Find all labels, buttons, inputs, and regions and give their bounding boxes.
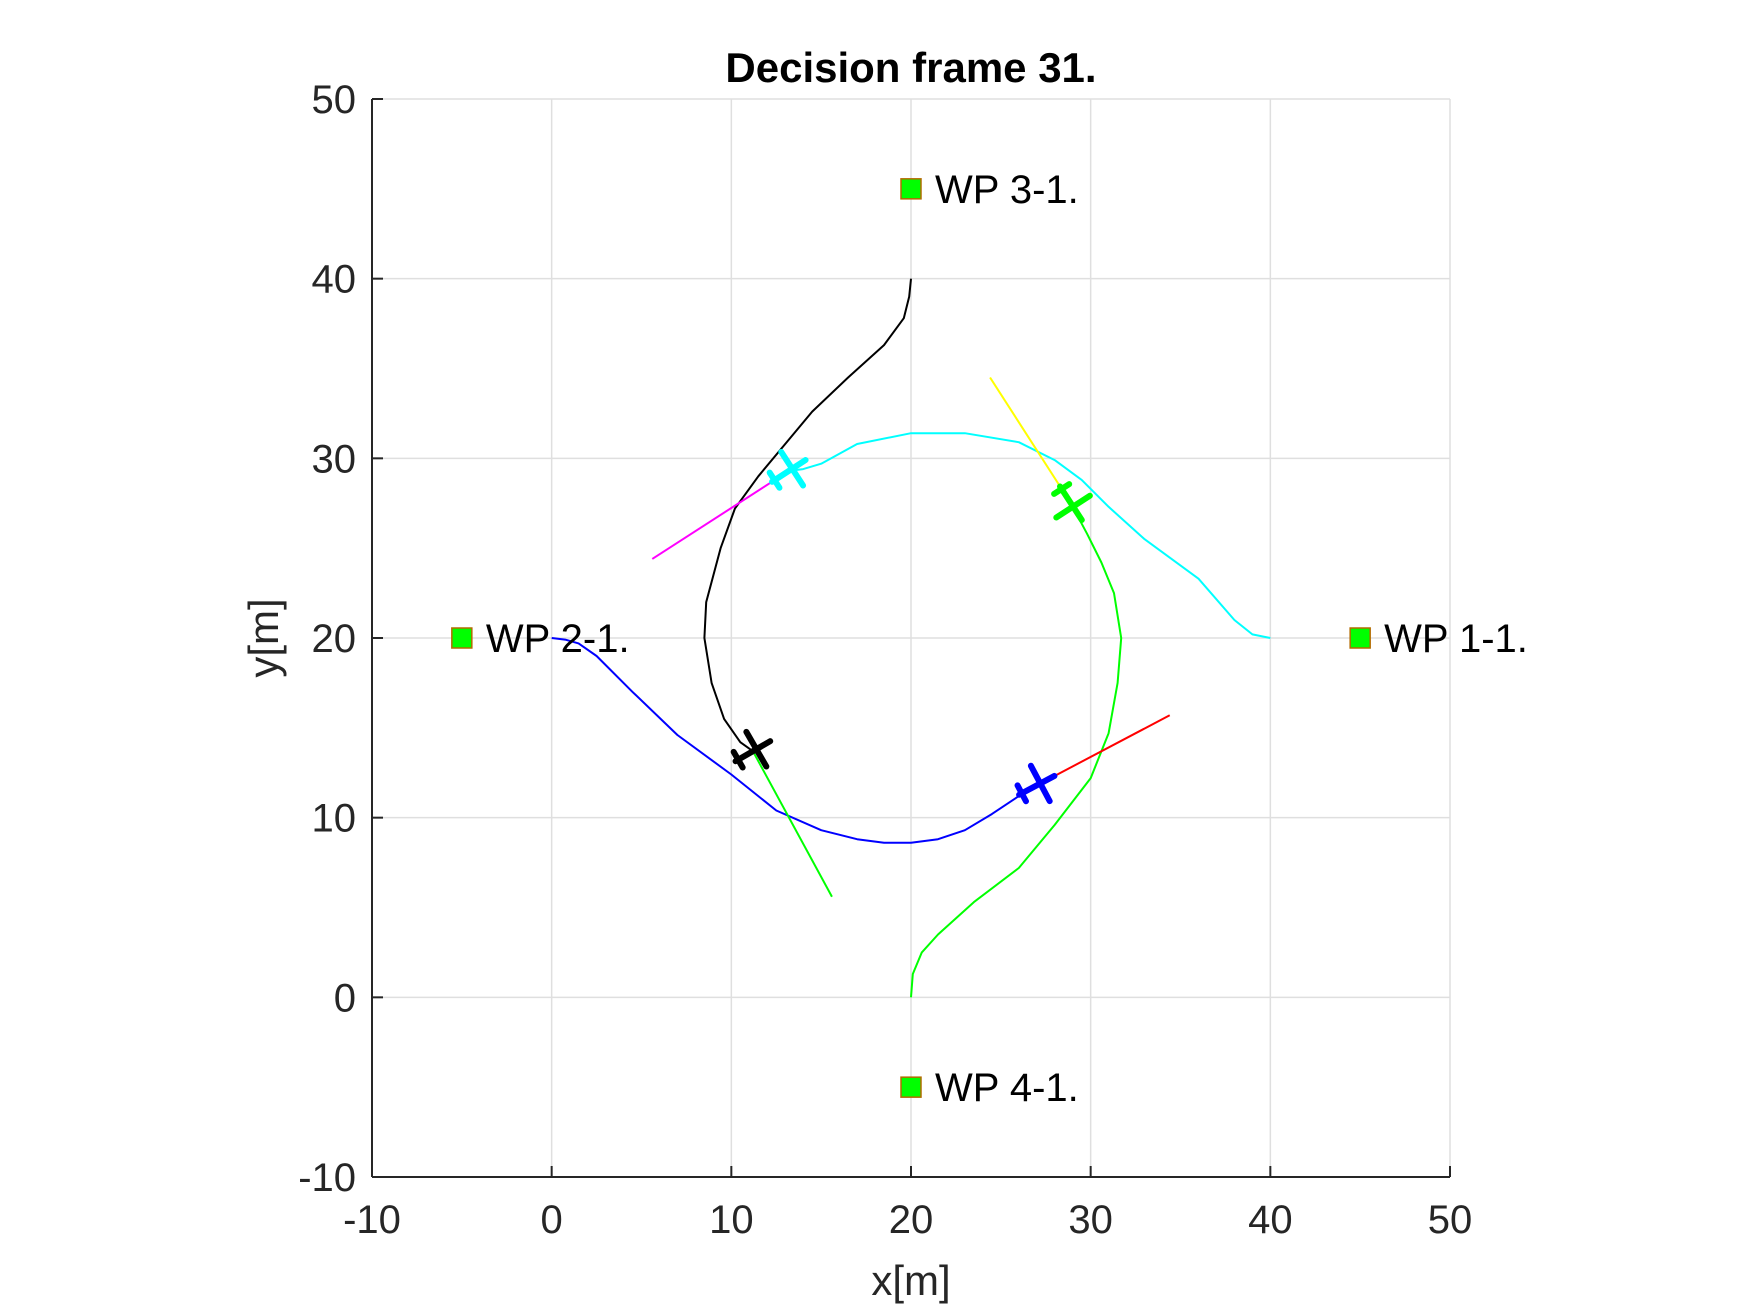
heading-line [752, 750, 833, 898]
waypoint-marker [900, 178, 922, 200]
axes [371, 98, 1451, 1178]
y-tick-label: -10 [298, 1156, 356, 1200]
x-tick-label: 20 [889, 1198, 934, 1242]
aircraft-markers [730, 448, 1093, 805]
x-axis-label: x[m] [871, 1257, 950, 1304]
heading-line [989, 376, 1072, 504]
y-tick-label: 40 [312, 258, 357, 302]
waypoint-marker [900, 1076, 922, 1098]
heading-lines [651, 376, 1171, 898]
waypoints: WP 1-1. WP 2-1. WP 3-1. WP 4-1. [451, 168, 1528, 1110]
waypoint-label: WP 4-1. [935, 1066, 1079, 1110]
waypoint-label: WP 1-1. [1384, 617, 1528, 661]
tick-labels: -10 0 10 20 30 40 50 -10 0 10 20 30 40 50 [298, 78, 1472, 1242]
trajectory-line [910, 506, 1123, 998]
heading-line [1036, 714, 1171, 787]
aircraft-icon [1051, 481, 1093, 524]
x-tick-label: 10 [709, 1198, 754, 1242]
y-axis-label: y[m] [240, 598, 287, 677]
chart-title: Decision frame 31. [725, 44, 1096, 91]
x-tick-label: 40 [1248, 1198, 1293, 1242]
y-tick-label: 0 [334, 976, 356, 1020]
y-tick-label: 20 [312, 617, 357, 661]
trajectory-line [703, 278, 912, 753]
waypoint-marker [451, 627, 473, 649]
x-tick-label: 50 [1428, 1198, 1473, 1242]
aircraft-icon [730, 728, 774, 771]
x-tick-label: 0 [541, 1198, 563, 1242]
trajectories [551, 278, 1271, 998]
aircraft-icon [766, 448, 809, 491]
trajectory-line [551, 637, 1038, 844]
y-tick-label: 10 [312, 797, 357, 841]
aircraft-icon [1014, 762, 1058, 805]
y-tick-label: 50 [312, 78, 357, 122]
waypoint-label: WP 2-1. [486, 617, 630, 661]
waypoint-marker [1349, 627, 1371, 649]
y-tick-label: 30 [312, 437, 357, 481]
waypoint-label: WP 3-1. [935, 168, 1079, 212]
trajectory-line [788, 432, 1271, 639]
x-tick-label: 30 [1068, 1198, 1113, 1242]
heading-line [651, 470, 790, 560]
x-tick-label: -10 [343, 1198, 401, 1242]
